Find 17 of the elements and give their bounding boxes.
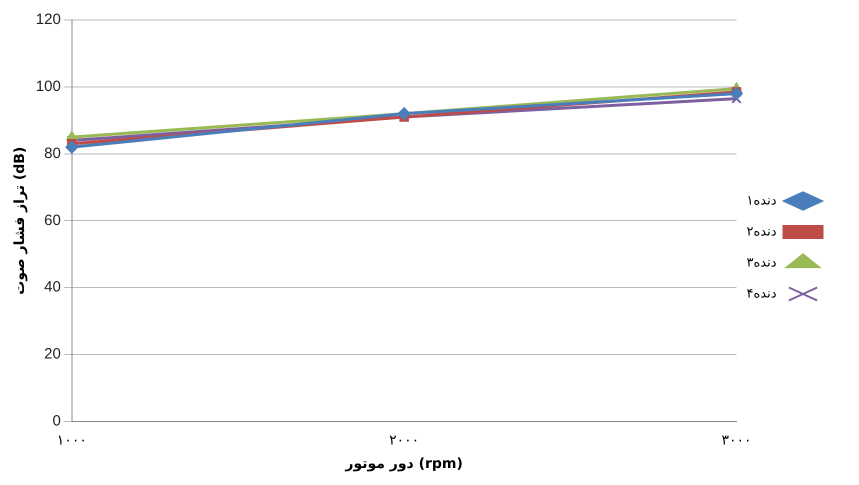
legend-label: دنده۱: [746, 193, 777, 208]
y-tick-label: 120: [36, 11, 61, 28]
y-tick-label: 60: [44, 212, 61, 229]
x-tick-label: ۳۰۰۰: [721, 432, 752, 448]
legend-label: دنده۴: [746, 286, 777, 302]
y-axis-title: تراز فشار صوت (dB): [12, 146, 28, 295]
y-tick-label: 80: [44, 144, 61, 162]
x-tick-label: ۱۰۰۰: [56, 432, 87, 448]
x-axis-title: دور موتور (rpm): [344, 456, 463, 472]
x-tick-label: ۲۰۰۰: [389, 432, 420, 448]
legend-label: دنده۳: [746, 255, 777, 270]
legend-label: دنده۲: [746, 224, 777, 240]
y-tick-label: 100: [36, 78, 61, 96]
y-tick-label: 20: [44, 346, 61, 363]
y-tick-label: 0: [52, 412, 61, 430]
y-tick-label: 40: [44, 278, 61, 296]
point: [398, 107, 411, 120]
